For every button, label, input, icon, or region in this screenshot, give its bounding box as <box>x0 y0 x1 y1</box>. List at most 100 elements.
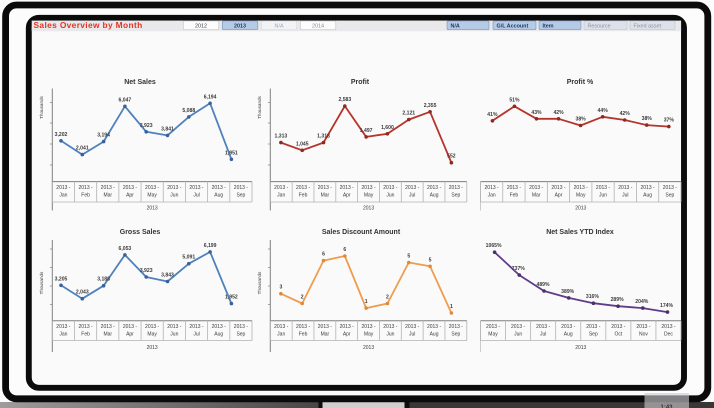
svg-text:2013 -: 2013 - <box>296 185 311 191</box>
svg-text:2013: 2013 <box>575 206 586 212</box>
svg-text:2013 -: 2013 - <box>78 185 93 191</box>
svg-text:Dec: Dec <box>664 332 673 338</box>
svg-text:489%: 489% <box>536 282 549 288</box>
svg-text:2013: 2013 <box>234 23 246 29</box>
svg-text:Apr: Apr <box>126 332 134 338</box>
svg-text:2013 -: 2013 - <box>529 185 544 191</box>
svg-text:Nov: Nov <box>639 332 648 338</box>
svg-text:1,045: 1,045 <box>296 141 309 147</box>
svg-text:2013: 2013 <box>363 206 374 212</box>
svg-text:2013 -: 2013 - <box>78 324 93 330</box>
svg-text:Jun: Jun <box>514 332 522 338</box>
svg-text:3,923: 3,923 <box>140 268 153 274</box>
svg-text:2,121: 2,121 <box>402 111 415 117</box>
svg-text:3: 3 <box>279 285 282 291</box>
svg-text:3,841: 3,841 <box>161 126 174 132</box>
svg-text:2013 -: 2013 - <box>234 185 249 191</box>
svg-text:Jun: Jun <box>170 332 178 338</box>
svg-text:3,194: 3,194 <box>97 133 110 139</box>
svg-text:1:43: 1:43 <box>660 405 673 408</box>
svg-text:2013 -: 2013 - <box>661 324 676 330</box>
svg-text:2: 2 <box>301 295 304 301</box>
svg-text:3,188: 3,188 <box>97 277 110 283</box>
svg-text:Feb: Feb <box>81 332 90 338</box>
svg-text:2013 -: 2013 - <box>145 324 160 330</box>
svg-text:Sep: Sep <box>665 192 674 198</box>
svg-text:38%: 38% <box>575 117 586 123</box>
svg-text:2013 -: 2013 - <box>586 324 601 330</box>
svg-text:Apr: Apr <box>126 192 134 198</box>
svg-text:2013 -: 2013 - <box>596 185 611 191</box>
svg-text:Jan: Jan <box>277 332 285 338</box>
svg-text:Thousands: Thousands <box>39 95 44 118</box>
svg-text:2013 -: 2013 - <box>318 324 333 330</box>
svg-text:2013 -: 2013 - <box>361 324 376 330</box>
svg-text:Aug: Aug <box>214 192 223 198</box>
svg-text:2013 -: 2013 - <box>383 185 398 191</box>
svg-text:Sep: Sep <box>451 332 460 338</box>
svg-text:2013 -: 2013 - <box>640 185 655 191</box>
svg-text:May: May <box>147 192 157 198</box>
svg-text:Sep: Sep <box>451 192 460 198</box>
svg-text:2013 -: 2013 - <box>212 324 227 330</box>
svg-text:2013 -: 2013 - <box>561 324 576 330</box>
svg-text:Sep: Sep <box>589 332 598 338</box>
svg-text:2,041: 2,041 <box>76 146 89 152</box>
svg-text:2013 -: 2013 - <box>427 185 442 191</box>
svg-text:43%: 43% <box>531 110 542 116</box>
svg-text:2013: 2013 <box>147 206 158 212</box>
svg-text:Thousands: Thousands <box>257 95 262 118</box>
svg-text:2013 -: 2013 - <box>145 185 160 191</box>
svg-text:2012: 2012 <box>195 23 207 29</box>
svg-text:2013 -: 2013 - <box>101 185 116 191</box>
svg-text:2013 -: 2013 - <box>611 324 626 330</box>
svg-text:2013 -: 2013 - <box>123 185 138 191</box>
svg-text:2013 -: 2013 - <box>274 324 289 330</box>
svg-text:2,583: 2,583 <box>338 97 351 103</box>
svg-text:737%: 737% <box>512 266 525 272</box>
svg-text:6,194: 6,194 <box>204 94 217 100</box>
svg-text:2013 -: 2013 - <box>536 324 551 330</box>
svg-text:2013 -: 2013 - <box>296 324 311 330</box>
svg-text:389%: 389% <box>561 289 574 295</box>
svg-text:Sales Discount Amount: Sales Discount Amount <box>322 229 401 236</box>
svg-text:Oct: Oct <box>614 332 622 338</box>
svg-text:2013 -: 2013 - <box>318 185 333 191</box>
svg-text:204%: 204% <box>635 299 648 305</box>
svg-text:552: 552 <box>447 154 456 160</box>
svg-text:Jul: Jul <box>540 332 546 338</box>
svg-text:Resource: Resource <box>588 23 611 29</box>
svg-text:2013 -: 2013 - <box>485 185 500 191</box>
svg-text:51%: 51% <box>509 97 520 103</box>
svg-text:3,923: 3,923 <box>140 123 153 129</box>
svg-text:2013 -: 2013 - <box>618 185 633 191</box>
svg-text:Net Sales: Net Sales <box>124 79 156 86</box>
svg-text:Jul: Jul <box>409 332 415 338</box>
svg-text:Aug: Aug <box>430 192 439 198</box>
svg-text:Jan: Jan <box>59 332 67 338</box>
svg-text:3,202: 3,202 <box>55 132 68 138</box>
svg-text:Mar: Mar <box>103 192 112 198</box>
svg-text:41%: 41% <box>487 112 498 118</box>
svg-text:2013 -: 2013 - <box>340 324 355 330</box>
svg-text:2013 -: 2013 - <box>663 185 678 191</box>
svg-text:1,951: 1,951 <box>225 150 238 156</box>
svg-text:Sep: Sep <box>236 192 245 198</box>
svg-text:Jul: Jul <box>193 332 199 338</box>
svg-text:Mar: Mar <box>321 332 330 338</box>
svg-text:2013 -: 2013 - <box>551 185 566 191</box>
svg-text:2013 -: 2013 - <box>340 185 355 191</box>
svg-text:1: 1 <box>450 304 453 310</box>
svg-text:Aug: Aug <box>430 332 439 338</box>
svg-text:Fixed asset: Fixed asset <box>634 23 662 29</box>
svg-text:Jul: Jul <box>409 192 415 198</box>
svg-text:6,047: 6,047 <box>119 97 132 103</box>
svg-text:Jan: Jan <box>488 192 496 198</box>
svg-text:2013 -: 2013 - <box>449 185 464 191</box>
svg-text:Jun: Jun <box>170 192 178 198</box>
svg-text:Jun: Jun <box>599 192 607 198</box>
svg-text:N/A: N/A <box>451 23 460 29</box>
svg-text:Sep: Sep <box>236 332 245 338</box>
svg-text:1,497: 1,497 <box>360 128 373 134</box>
svg-text:Gross Sales: Gross Sales <box>120 229 161 236</box>
